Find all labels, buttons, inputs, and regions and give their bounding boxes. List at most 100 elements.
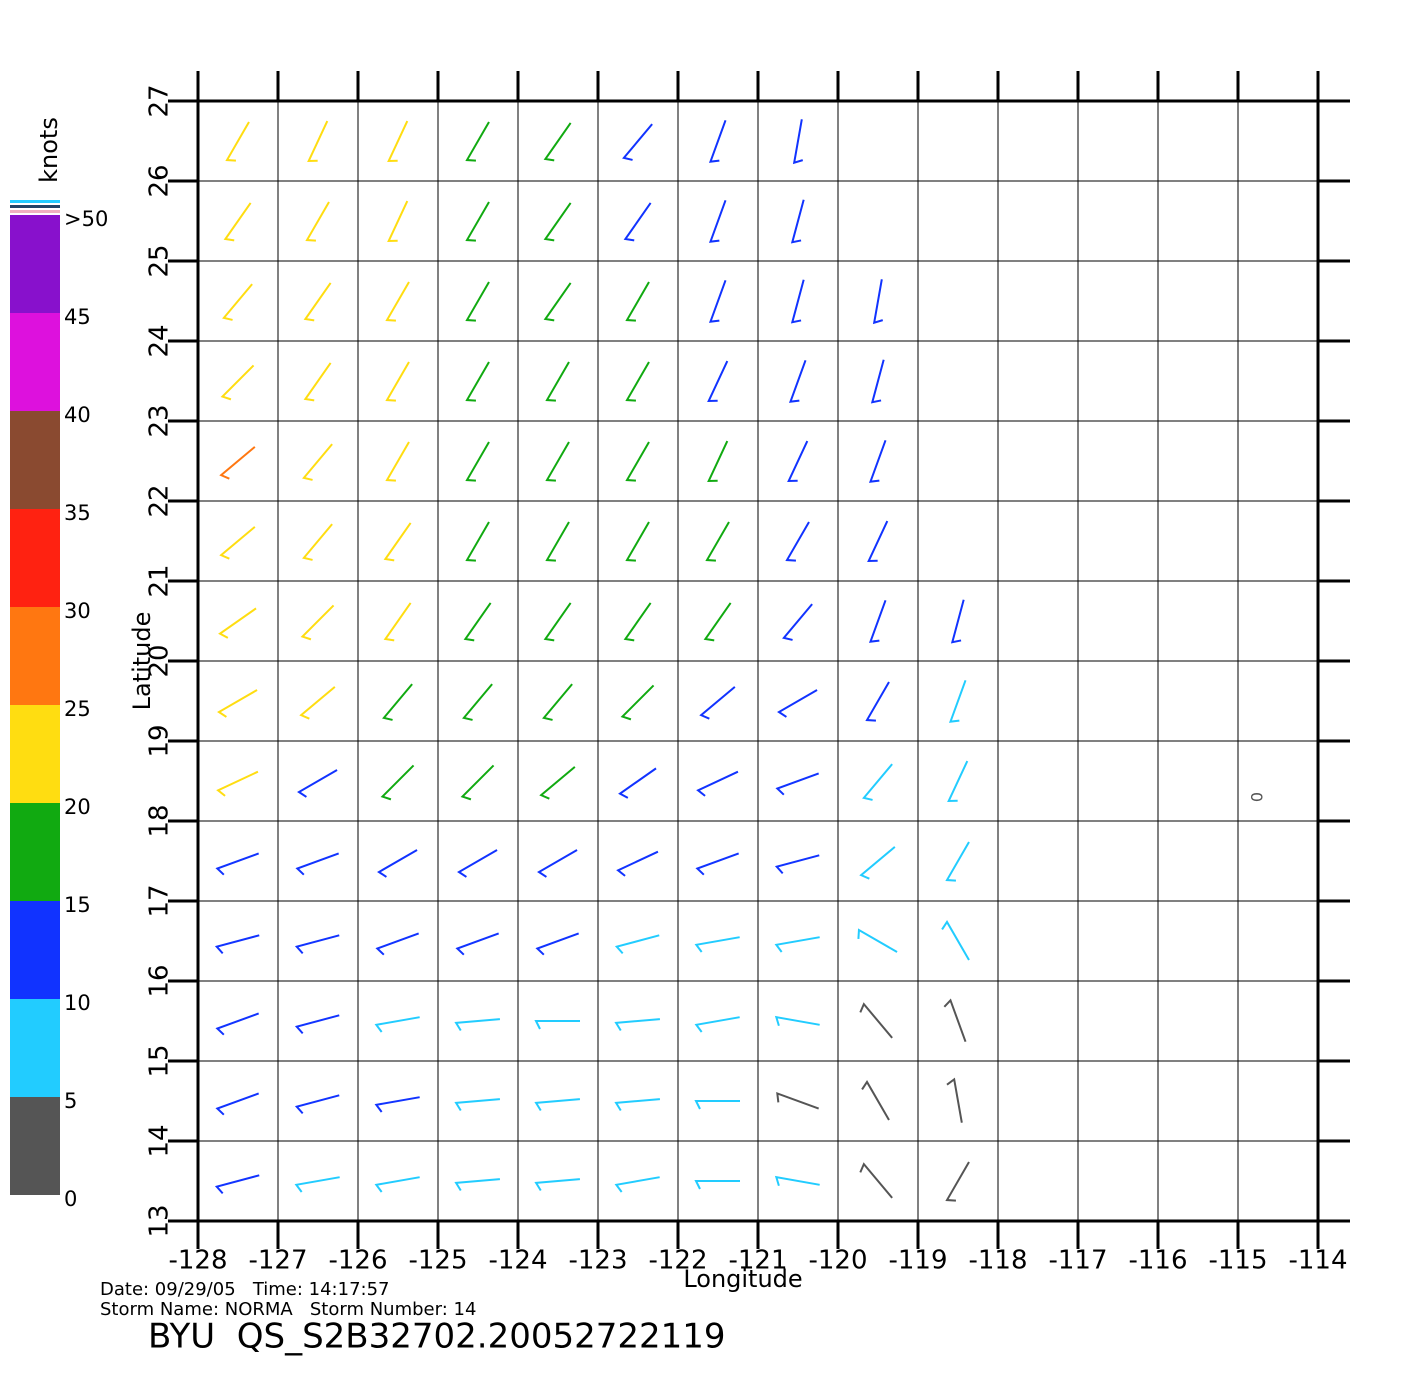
wind-vector — [703, 602, 732, 642]
y-tick-label: 15 — [145, 1044, 175, 1077]
wind-vector — [539, 766, 576, 800]
wind-vector — [375, 932, 420, 956]
wind-vector — [374, 1096, 420, 1113]
wind-vector — [225, 121, 250, 162]
wind-vector — [787, 440, 809, 482]
wind-vector — [302, 523, 333, 561]
wind-vector — [294, 1176, 340, 1193]
wind-vector — [294, 934, 340, 955]
x-axis-label: Longitude — [683, 1265, 802, 1293]
wind-vector — [945, 1161, 970, 1202]
wind-vector — [859, 1002, 893, 1039]
wind-vector — [535, 932, 580, 956]
wind-vector — [305, 201, 330, 242]
colorbar-tick-label: >50 — [64, 207, 108, 231]
wind-vector — [534, 1020, 580, 1030]
colorbar-segment — [10, 901, 60, 999]
wind-vector — [868, 599, 887, 643]
wind-vector — [614, 1018, 661, 1032]
y-tick-label: 25 — [145, 244, 175, 277]
wind-vector — [214, 934, 260, 955]
x-tick-label: -124 — [488, 1246, 547, 1276]
wind-vector — [948, 679, 967, 723]
wind-vector — [216, 770, 259, 797]
colorbar-label: knots — [35, 117, 63, 183]
colorbar-tick-label: 40 — [64, 403, 91, 427]
wind-vector — [947, 760, 969, 802]
wind-vector — [788, 359, 807, 403]
wind-vector — [300, 604, 335, 641]
wind-vector — [454, 1178, 501, 1192]
wind-vector — [857, 928, 898, 953]
wind-vector — [465, 361, 490, 402]
wind-vector — [377, 849, 418, 878]
wind-vector — [214, 1174, 260, 1195]
colorbar-segment — [10, 1097, 60, 1195]
wind-vector — [775, 772, 820, 796]
wind-vector — [382, 683, 413, 721]
wind-vector — [387, 200, 409, 242]
colorbar-segment — [10, 607, 60, 705]
colorbar-tick-label: 45 — [64, 305, 91, 329]
wind-vector — [870, 359, 885, 404]
y-tick-label: 26 — [145, 164, 175, 197]
y-tick-label: 22 — [145, 484, 175, 517]
wind-vector — [380, 764, 415, 801]
annotation: 0 — [1248, 792, 1267, 802]
wind-vector — [774, 936, 820, 953]
wind-vector — [215, 1012, 260, 1036]
wind-vector — [616, 850, 659, 877]
x-tick-label: -114 — [1288, 1246, 1347, 1276]
colorbar-segment — [10, 411, 60, 509]
wind-vector — [708, 199, 727, 243]
wind-vector — [694, 1016, 740, 1033]
x-tick-label: -126 — [328, 1246, 387, 1276]
wind-vector — [867, 520, 889, 562]
y-tick-label: 21 — [145, 564, 175, 597]
wind-vector — [792, 119, 804, 165]
wind-vector — [695, 852, 740, 876]
wind-vector — [790, 279, 805, 324]
wind-vector — [696, 770, 739, 797]
wind-vector — [774, 854, 820, 875]
wind-vector — [777, 689, 818, 718]
colorbar-segment — [10, 509, 60, 607]
y-tick-label: 17 — [145, 884, 175, 917]
colorbar-tick-label: 10 — [64, 991, 91, 1015]
wind-vector — [790, 199, 805, 244]
x-tick-label: -122 — [648, 1246, 707, 1276]
wind-vector — [625, 281, 650, 322]
colorbar-tick-label: 30 — [64, 599, 91, 623]
wind-vector — [374, 1176, 420, 1193]
x-tick-label: -125 — [408, 1246, 467, 1276]
wind-vector — [622, 123, 653, 161]
wind-vector — [297, 769, 338, 798]
wind-vector — [782, 603, 813, 641]
wind-vector — [219, 526, 256, 560]
wind-vector — [295, 852, 340, 876]
wind-vector — [385, 361, 410, 402]
y-tick-label: 13 — [145, 1204, 175, 1237]
wind-vector — [708, 279, 727, 323]
colorbar-tick-label: 15 — [64, 893, 91, 917]
wind-vector — [307, 120, 329, 162]
wind-vector — [707, 360, 729, 402]
wind-vector — [614, 1176, 660, 1193]
wind-vector — [215, 1092, 260, 1116]
colorbar-tick-label: 5 — [64, 1089, 77, 1113]
x-tick-label: -117 — [1048, 1246, 1107, 1276]
wind-vector — [383, 602, 412, 642]
wind-vector — [537, 849, 578, 878]
colorbar-tick-label: 25 — [64, 697, 91, 721]
wind-vector — [217, 689, 258, 718]
wind-vector — [705, 521, 730, 562]
wind-vector — [707, 440, 729, 482]
x-tick-label: -127 — [248, 1246, 307, 1276]
wind-vector — [218, 607, 257, 639]
y-tick-label: 19 — [145, 724, 175, 757]
wind-vector — [945, 841, 970, 882]
wind-vector — [462, 683, 493, 721]
footer-date: Date: 09/29/05 Time: 14:17:57 — [100, 1279, 390, 1300]
colorbar-segment — [10, 215, 60, 313]
